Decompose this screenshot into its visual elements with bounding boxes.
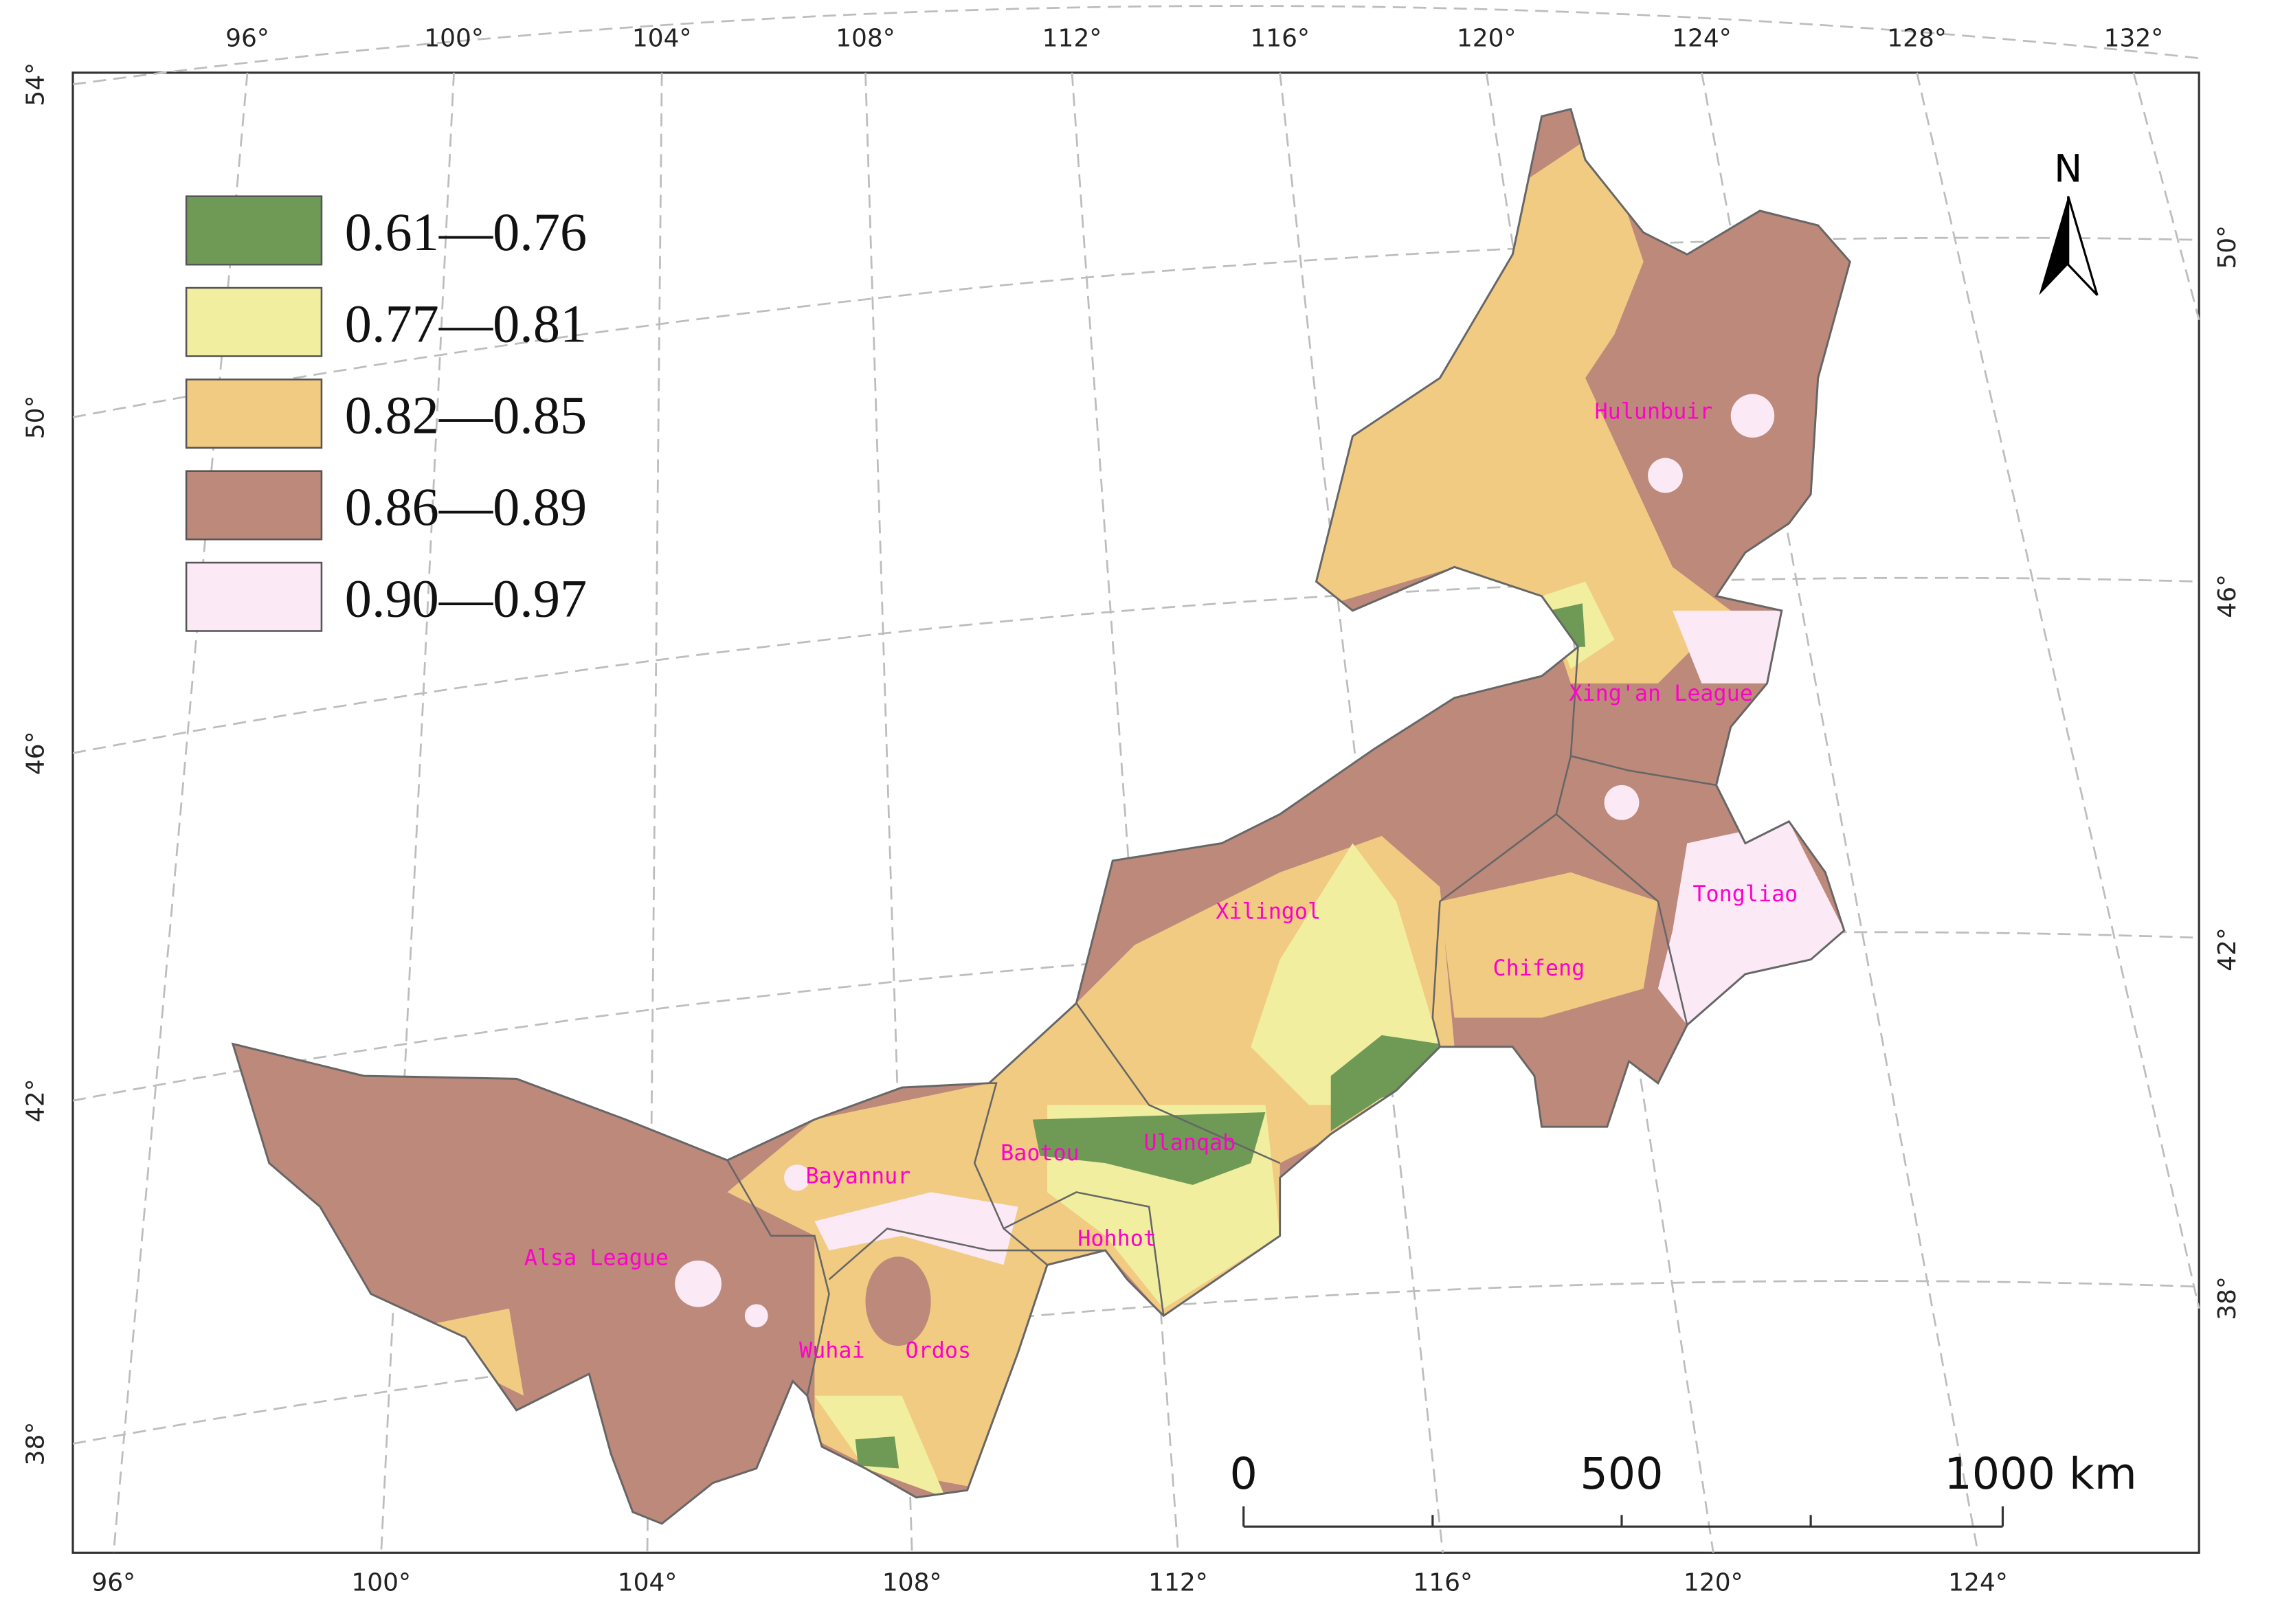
bottom-degree-label: 124° [1948, 1568, 2008, 1597]
left-degree-label: 42° [22, 1079, 50, 1123]
left-degree-label: 54° [22, 63, 50, 106]
top-degree-label: 116° [1250, 25, 1310, 53]
left-degree-label: 50° [22, 396, 50, 440]
top-degree-label: 108° [836, 25, 895, 53]
top-degree-label: 132° [2104, 25, 2164, 53]
bottom-degree-label: 104° [618, 1568, 678, 1597]
region-label: Wuhai [799, 1339, 865, 1364]
top-degree-label: 124° [1672, 25, 1732, 53]
bottom-degree-label: 108° [882, 1568, 942, 1597]
legend-swatch [185, 470, 323, 541]
scale-label: 500 [1580, 1448, 1663, 1499]
legend-label: 0.82—0.85 [345, 385, 587, 445]
bottom-degree-label: 116° [1413, 1568, 1473, 1597]
top-degree-label: 100° [424, 25, 484, 53]
legend-label: 0.61—0.76 [345, 202, 587, 262]
region-label: Alsa League [524, 1245, 669, 1270]
legend-swatch [185, 286, 323, 357]
bottom-degree-label: 112° [1148, 1568, 1208, 1597]
right-degree-label: 50° [2213, 225, 2242, 269]
top-degree-label: 128° [1887, 25, 1947, 53]
region-label: Baotou [1001, 1141, 1080, 1166]
bottom-degree-label: 120° [1684, 1568, 1743, 1597]
region-label: Chifeng [1493, 956, 1585, 981]
legend-swatch [185, 195, 323, 266]
top-degree-label: 112° [1042, 25, 1102, 53]
top-degree-label: 104° [632, 25, 692, 53]
province-outline [231, 107, 1851, 1525]
region-label: Ulanqab [1144, 1131, 1236, 1155]
left-degree-label: 46° [22, 731, 50, 775]
region-label: Hohhot [1077, 1227, 1156, 1252]
region-label: Xing'an League [1569, 681, 1752, 706]
league-borders [726, 646, 1717, 1396]
right-degree-label: 42° [2213, 927, 2242, 971]
legend-swatch [185, 379, 323, 449]
bottom-degree-label: 100° [351, 1568, 411, 1597]
region-label: Xilingol [1216, 900, 1321, 925]
right-degree-label: 46° [2213, 574, 2242, 618]
legend-swatch [185, 561, 323, 632]
top-degree-label: 96° [225, 25, 269, 53]
region-label: Hulunbuir [1595, 400, 1713, 425]
region-label: Tongliao [1692, 882, 1798, 907]
region-label: Bayannur [805, 1164, 910, 1189]
scale-label: 1000 km [1944, 1448, 2136, 1499]
bottom-degree-label: 96° [91, 1568, 135, 1597]
legend-label: 0.77—0.81 [345, 293, 587, 353]
legend-label: 0.90—0.97 [345, 568, 587, 628]
region-label: Ordos [906, 1339, 972, 1364]
left-degree-label: 38° [22, 1422, 50, 1466]
right-degree-label: 38° [2213, 1276, 2242, 1320]
legend-label: 0.86—0.89 [345, 477, 587, 537]
north-label: N [2054, 147, 2082, 191]
top-degree-label: 120° [1457, 25, 1517, 53]
scale-bar [1242, 1506, 2004, 1528]
scale-label: 0 [1230, 1448, 1258, 1499]
north-arrow: N [2039, 147, 2099, 296]
